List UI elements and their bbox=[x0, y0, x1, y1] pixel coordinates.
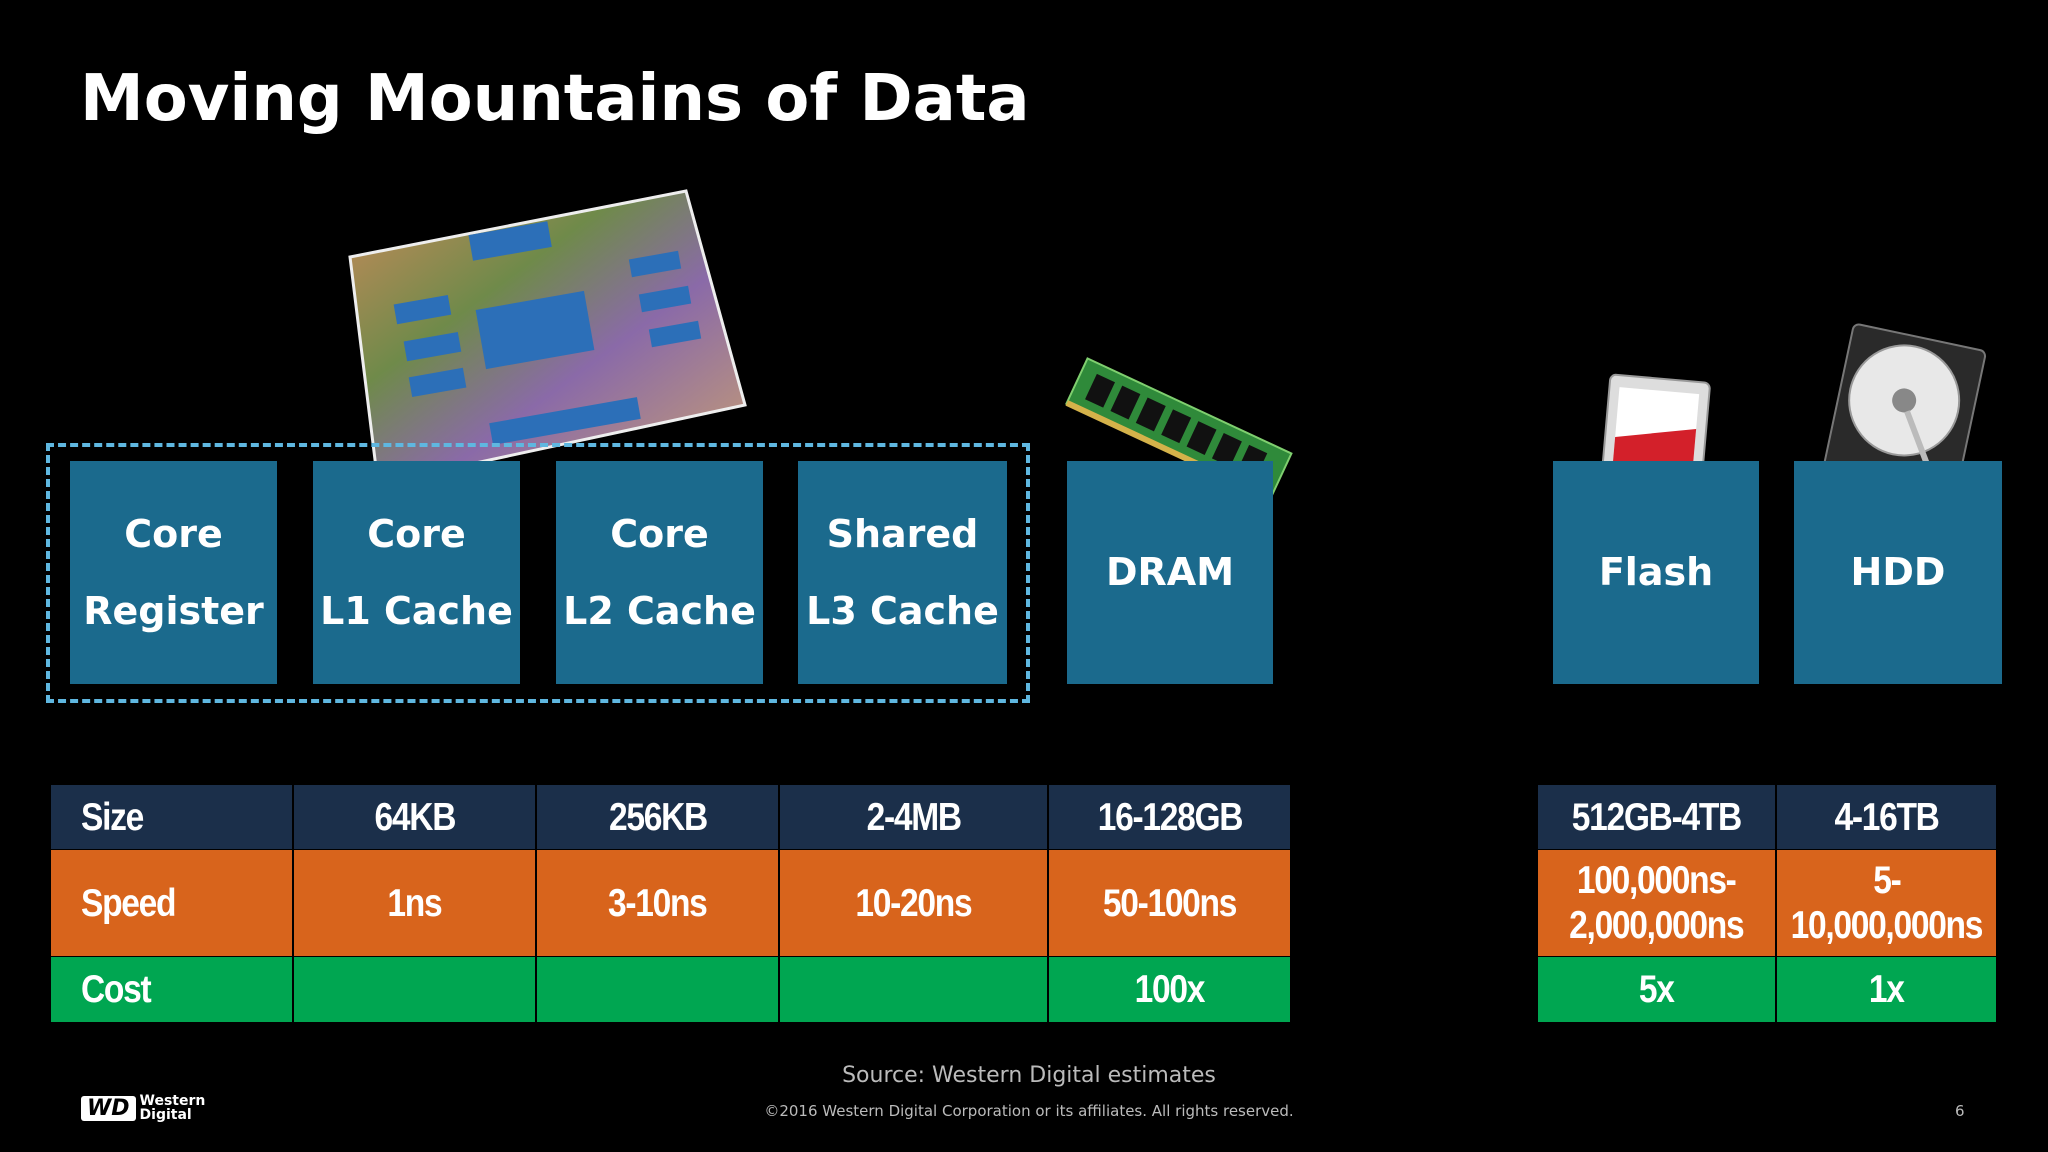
table-cell bbox=[537, 957, 780, 1023]
text-line: 100,000ns- bbox=[1577, 859, 1737, 902]
table-cell: 2-4MB bbox=[780, 785, 1049, 850]
table-cell: 512GB-4TB bbox=[1538, 785, 1777, 850]
text-line: 5x bbox=[1639, 968, 1675, 1011]
cpu-die-image bbox=[348, 189, 747, 486]
text-line: L2 Cache bbox=[563, 588, 756, 633]
tier-box: DRAM bbox=[1067, 461, 1273, 684]
tier-box: Core Register bbox=[70, 461, 277, 684]
text-line: HDD bbox=[1850, 550, 1946, 594]
slide-title: Moving Mountains of Data bbox=[80, 62, 1030, 136]
text-line: 50-100ns bbox=[1102, 881, 1238, 925]
page-number: 6 bbox=[1955, 1102, 1965, 1120]
text-line: 10-20ns bbox=[855, 881, 973, 925]
text-line: Speed bbox=[81, 881, 176, 925]
source-note: Source: Western Digital estimates bbox=[842, 1063, 1216, 1088]
text-line: 16-128GB bbox=[1097, 795, 1243, 839]
text-line: Cost bbox=[81, 968, 152, 1011]
text-line: 1ns bbox=[387, 881, 443, 925]
text-line: 64KB bbox=[374, 795, 456, 839]
tier-box: Core L1 Cache bbox=[313, 461, 520, 684]
copyright: ©2016 Western Digital Corporation or its… bbox=[764, 1102, 1294, 1120]
tier-box: Flash bbox=[1553, 461, 1759, 684]
cpu-group-outline bbox=[46, 443, 1030, 703]
logo-line: Digital bbox=[139, 1107, 192, 1123]
logo: WD Western Digital bbox=[81, 1094, 205, 1122]
text-line: 5- bbox=[1872, 859, 1902, 902]
text-line: Flash bbox=[1598, 550, 1714, 594]
table-cell: 1x bbox=[1777, 957, 1998, 1023]
tier-box: HDD bbox=[1794, 461, 2002, 684]
table-cell: 50-100ns bbox=[1049, 850, 1292, 957]
text-line: 3-10ns bbox=[608, 881, 708, 925]
text-line: 4-16TB bbox=[1834, 795, 1939, 839]
table-cell: 256KB bbox=[537, 785, 780, 850]
logo-line: Western bbox=[139, 1093, 206, 1109]
text-line: Size bbox=[81, 795, 144, 839]
text-line: Core bbox=[610, 511, 709, 556]
text-line: L3 Cache bbox=[806, 588, 999, 633]
table-cell: Speed bbox=[51, 850, 294, 957]
text-line: Register bbox=[83, 588, 264, 633]
text-line: Shared bbox=[826, 511, 979, 556]
text-line: 100x bbox=[1134, 968, 1206, 1011]
tier-box: Core L2 Cache bbox=[556, 461, 763, 684]
table-cell: 4-16TB bbox=[1777, 785, 1998, 850]
table-cell: 5- 10,000,000ns bbox=[1777, 850, 1998, 957]
text-line: Core bbox=[367, 511, 466, 556]
table-cell bbox=[294, 957, 537, 1023]
text-line: DRAM bbox=[1105, 550, 1235, 594]
text-line: 256KB bbox=[608, 795, 708, 839]
logo-mark: WD bbox=[81, 1095, 136, 1121]
text-line: Core bbox=[124, 511, 223, 556]
table-cell: 100x bbox=[1049, 957, 1292, 1023]
table-cell: 16-128GB bbox=[1049, 785, 1292, 850]
logo-text: Western Digital bbox=[140, 1094, 206, 1122]
table-cell: 1ns bbox=[294, 850, 537, 957]
table-cell: Cost bbox=[51, 957, 294, 1023]
table-cell: 5x bbox=[1538, 957, 1777, 1023]
tier-box: Shared L3 Cache bbox=[798, 461, 1007, 684]
table-cell: 3-10ns bbox=[537, 850, 780, 957]
text-line: 512GB-4TB bbox=[1571, 795, 1742, 839]
text-line: 2,000,000ns bbox=[1569, 904, 1744, 947]
table-cell: 64KB bbox=[294, 785, 537, 850]
table-cell: 100,000ns- 2,000,000ns bbox=[1538, 850, 1777, 957]
table-cell: 10-20ns bbox=[780, 850, 1049, 957]
text-line: 2-4MB bbox=[866, 795, 961, 839]
text-line: L1 Cache bbox=[320, 588, 513, 633]
text-line: 10,000,000ns bbox=[1790, 904, 1984, 947]
table-cell bbox=[780, 957, 1049, 1023]
text-line: 1x bbox=[1869, 968, 1905, 1011]
table-cell: Size bbox=[51, 785, 294, 850]
